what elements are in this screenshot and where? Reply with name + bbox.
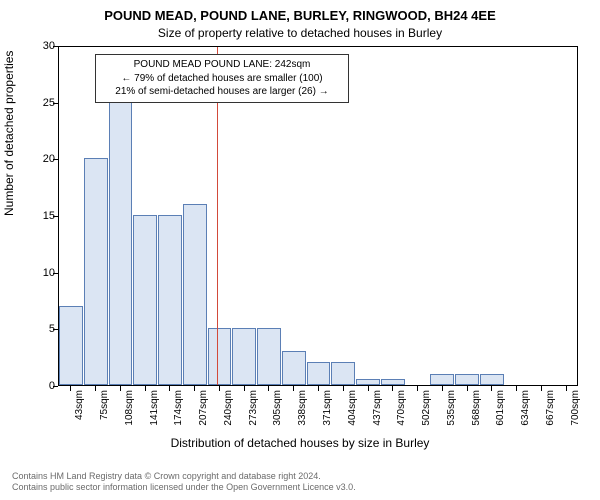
x-tick-label: 634sqm xyxy=(520,390,531,426)
x-tick-mark xyxy=(467,386,468,391)
x-tick-mark xyxy=(368,386,369,391)
x-tick-mark xyxy=(541,386,542,391)
x-tick-label: 108sqm xyxy=(124,390,135,426)
histogram-bar xyxy=(158,215,182,385)
y-tick-label: 15 xyxy=(15,210,55,222)
histogram-bar xyxy=(331,362,355,385)
x-tick-mark xyxy=(343,386,344,391)
histogram-bar xyxy=(232,328,256,385)
attribution-line2: Contains public sector information licen… xyxy=(12,482,356,494)
histogram-bar xyxy=(381,379,405,385)
x-tick-label: 535sqm xyxy=(446,390,457,426)
x-tick-label: 371sqm xyxy=(322,390,333,426)
x-tick-label: 75sqm xyxy=(99,390,110,420)
reference-annotation: POUND MEAD POUND LANE: 242sqm← 79% of de… xyxy=(95,54,349,103)
x-tick-label: 667sqm xyxy=(545,390,556,426)
x-tick-label: 502sqm xyxy=(421,390,432,426)
x-tick-label: 700sqm xyxy=(570,390,581,426)
x-tick-mark xyxy=(392,386,393,391)
x-tick-label: 273sqm xyxy=(248,390,259,426)
x-tick-mark xyxy=(244,386,245,391)
x-tick-label: 207sqm xyxy=(198,390,209,426)
histogram-bar xyxy=(307,362,331,385)
x-tick-label: 568sqm xyxy=(471,390,482,426)
annotation-line: POUND MEAD POUND LANE: 242sqm xyxy=(102,58,342,72)
x-tick-mark xyxy=(145,386,146,391)
y-tick-label: 25 xyxy=(15,97,55,109)
x-tick-mark xyxy=(293,386,294,391)
x-tick-label: 141sqm xyxy=(149,390,160,426)
attribution-text: Contains HM Land Registry data © Crown c… xyxy=(12,471,356,494)
histogram-bar xyxy=(257,328,281,385)
histogram-bar xyxy=(208,328,232,385)
y-tick-mark xyxy=(53,216,58,217)
y-tick-label: 0 xyxy=(15,380,55,392)
x-tick-label: 470sqm xyxy=(396,390,407,426)
histogram-bar xyxy=(183,204,207,385)
chart-title-main: POUND MEAD, POUND LANE, BURLEY, RINGWOOD… xyxy=(0,8,600,23)
histogram-bar xyxy=(455,374,479,385)
attribution-line1: Contains HM Land Registry data © Crown c… xyxy=(12,471,356,483)
y-tick-label: 30 xyxy=(15,40,55,52)
x-tick-label: 437sqm xyxy=(372,390,383,426)
histogram-bar xyxy=(282,351,306,385)
annotation-line: 21% of semi-detached houses are larger (… xyxy=(102,85,342,99)
x-tick-mark xyxy=(70,386,71,391)
histogram-bar xyxy=(59,306,83,385)
y-tick-mark xyxy=(53,46,58,47)
x-tick-mark xyxy=(194,386,195,391)
x-tick-mark xyxy=(120,386,121,391)
x-tick-label: 338sqm xyxy=(297,390,308,426)
y-tick-mark xyxy=(53,329,58,330)
x-tick-mark xyxy=(516,386,517,391)
x-tick-mark xyxy=(417,386,418,391)
x-tick-label: 601sqm xyxy=(495,390,506,426)
histogram-bar xyxy=(109,102,133,385)
histogram-bar xyxy=(84,158,108,385)
annotation-line: ← 79% of detached houses are smaller (10… xyxy=(102,72,342,86)
x-tick-mark xyxy=(318,386,319,391)
x-axis-label: Distribution of detached houses by size … xyxy=(0,436,600,450)
histogram-bar xyxy=(133,215,157,385)
y-tick-label: 10 xyxy=(15,267,55,279)
x-tick-label: 404sqm xyxy=(347,390,358,426)
x-tick-mark xyxy=(566,386,567,391)
histogram-bar xyxy=(480,374,504,385)
x-tick-mark xyxy=(219,386,220,391)
histogram-bar xyxy=(430,374,454,385)
y-tick-label: 5 xyxy=(15,323,55,335)
x-tick-label: 174sqm xyxy=(173,390,184,426)
x-tick-mark xyxy=(491,386,492,391)
x-tick-mark xyxy=(95,386,96,391)
y-tick-label: 20 xyxy=(15,153,55,165)
x-tick-mark xyxy=(268,386,269,391)
x-tick-label: 43sqm xyxy=(74,390,85,420)
x-tick-label: 305sqm xyxy=(272,390,283,426)
chart-title-sub: Size of property relative to detached ho… xyxy=(0,26,600,40)
y-axis-label: Number of detached properties xyxy=(2,51,16,216)
y-tick-mark xyxy=(53,159,58,160)
histogram-bar xyxy=(356,379,380,385)
x-tick-label: 240sqm xyxy=(223,390,234,426)
y-tick-mark xyxy=(53,273,58,274)
y-tick-mark xyxy=(53,386,58,387)
x-tick-mark xyxy=(169,386,170,391)
y-tick-mark xyxy=(53,103,58,104)
x-tick-mark xyxy=(442,386,443,391)
